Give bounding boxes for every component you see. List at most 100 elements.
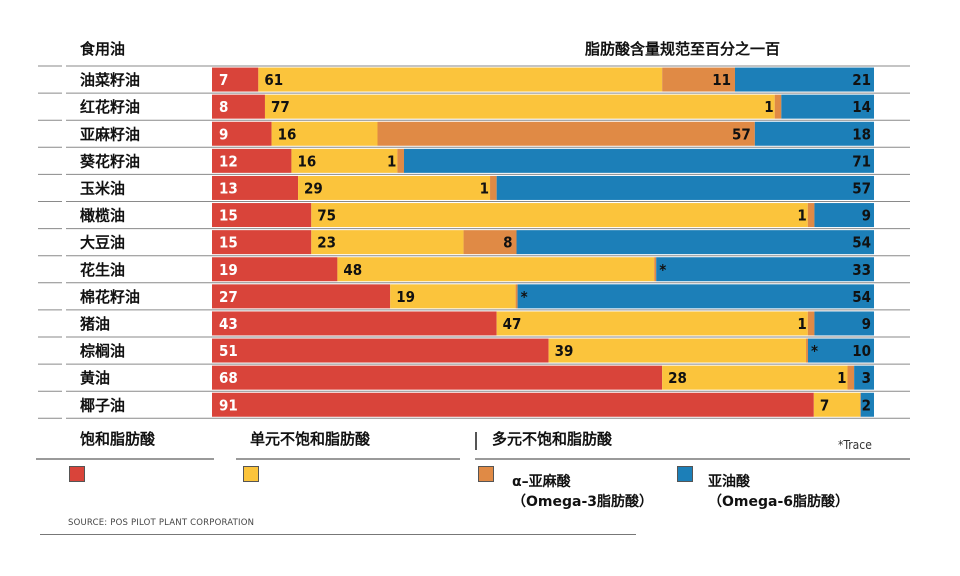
bar-segment-0 — [212, 175, 299, 200]
legend-swatch-omega6 — [677, 466, 693, 482]
bar-segment-3 — [517, 284, 874, 309]
legend-swatch-saturated — [69, 466, 85, 482]
bar-segment-3 — [754, 121, 874, 146]
data-label: * — [811, 342, 818, 360]
bar-segment-2 — [515, 284, 518, 309]
data-label: 27 — [219, 288, 238, 306]
data-label: 1 — [797, 207, 806, 225]
bar-segment-3 — [807, 338, 874, 363]
data-label: 68 — [219, 369, 238, 387]
oil-label: 棉花籽油 — [80, 288, 140, 306]
bar-segment-2 — [847, 365, 855, 390]
source-note: SOURCE: POS PILOT PLANT CORPORATION — [68, 518, 255, 528]
bar-segment-2 — [807, 311, 815, 336]
bar-segment-1 — [264, 94, 775, 119]
bar-segment-0 — [212, 284, 391, 309]
data-label: 10 — [852, 342, 871, 360]
bar-segment-0 — [212, 121, 272, 146]
data-label: 1 — [480, 179, 489, 197]
data-label: 8 — [503, 234, 512, 252]
bar-segment-2 — [463, 230, 517, 255]
oil-column-header: 食用油 — [80, 40, 126, 58]
bar-segment-0 — [212, 230, 312, 255]
oil-label: 猪油 — [79, 315, 110, 333]
data-label: 21 — [852, 71, 871, 89]
bar-segment-2 — [397, 148, 404, 173]
data-label: 14 — [852, 98, 871, 116]
oil-label: 橄榄油 — [80, 207, 125, 225]
bar-segment-2 — [654, 257, 657, 282]
data-label: 1 — [764, 98, 773, 116]
data-label: 7 — [219, 71, 228, 89]
data-label: 16 — [278, 125, 297, 143]
data-label: 15 — [219, 207, 238, 225]
data-label: 33 — [852, 261, 871, 279]
data-label: 61 — [264, 71, 283, 89]
data-label: 18 — [852, 125, 871, 143]
bar-segment-0 — [212, 311, 497, 336]
data-label: 9 — [862, 207, 871, 225]
bar-segment-1 — [291, 148, 398, 173]
data-label: 39 — [555, 342, 574, 360]
legend-rule-poly — [475, 458, 910, 460]
bar-segment-3 — [854, 365, 874, 390]
bar-segment-1 — [662, 365, 848, 390]
bar-segment-2 — [807, 203, 815, 228]
data-label: 47 — [503, 315, 522, 333]
legend-rule-mono — [236, 458, 460, 460]
data-label: 1 — [837, 369, 846, 387]
bar-segment-1 — [311, 230, 464, 255]
legend-mono-title: 单元不饱和脂肪酸 — [250, 430, 371, 448]
bar-segment-3 — [656, 257, 874, 282]
bar-segment-3 — [403, 148, 874, 173]
data-label: 19 — [396, 288, 415, 306]
data-label: 9 — [862, 315, 871, 333]
oil-label: 椰子油 — [80, 396, 125, 414]
data-label: 54 — [852, 234, 871, 252]
bar-segment-0 — [212, 148, 292, 173]
legend-rule-saturated — [36, 458, 214, 460]
data-label: 19 — [219, 261, 238, 279]
bar-segment-3 — [734, 67, 874, 92]
bar-segment-2 — [774, 94, 782, 119]
data-label: 91 — [219, 396, 238, 414]
bar-segment-1 — [548, 338, 807, 363]
bar-segment-3 — [860, 392, 874, 417]
legend-label-alpha-sub: （Omega-3脂肪酸） — [512, 494, 654, 510]
data-label: 51 — [219, 342, 238, 360]
data-label: * — [659, 261, 666, 279]
data-label: 9 — [219, 125, 228, 143]
data-label: 43 — [219, 315, 238, 333]
bar-segment-2 — [377, 121, 755, 146]
data-label: 13 — [219, 179, 238, 197]
normalization-header: 脂肪酸含量规范至百分之一百 — [585, 40, 781, 58]
bar-segment-0 — [212, 365, 663, 390]
oil-label: 红花籽油 — [80, 98, 140, 116]
data-label: 12 — [219, 152, 238, 170]
oil-label: 葵花籽油 — [80, 152, 140, 170]
legend-label-omega6: 亚油酸 — [708, 474, 750, 490]
bar-segment-0 — [212, 203, 312, 228]
data-label: 71 — [852, 152, 871, 170]
legend-label-alpha: α–亚麻酸 — [512, 474, 571, 490]
bar-segment-0 — [212, 338, 549, 363]
legend-poly-title: 多元不饱和脂肪酸 — [492, 430, 613, 448]
oil-label: 花生油 — [80, 261, 125, 279]
trace-note: *Trace — [838, 438, 872, 452]
bar-segment-3 — [814, 203, 874, 228]
data-label: 16 — [297, 152, 316, 170]
bar-segment-2 — [806, 338, 808, 363]
bar-segment-1 — [311, 203, 808, 228]
bar-segment-0 — [212, 257, 338, 282]
legend-poly-divider — [475, 432, 477, 450]
data-label: 1 — [797, 315, 806, 333]
oil-label: 油菜籽油 — [80, 71, 140, 89]
data-label: 57 — [732, 125, 751, 143]
data-label: 1 — [387, 152, 396, 170]
bar-segment-2 — [662, 67, 735, 92]
oil-label: 黄油 — [80, 369, 110, 387]
bar-segment-1 — [813, 392, 861, 417]
data-label: 28 — [668, 369, 687, 387]
bar-segment-0 — [212, 392, 814, 417]
